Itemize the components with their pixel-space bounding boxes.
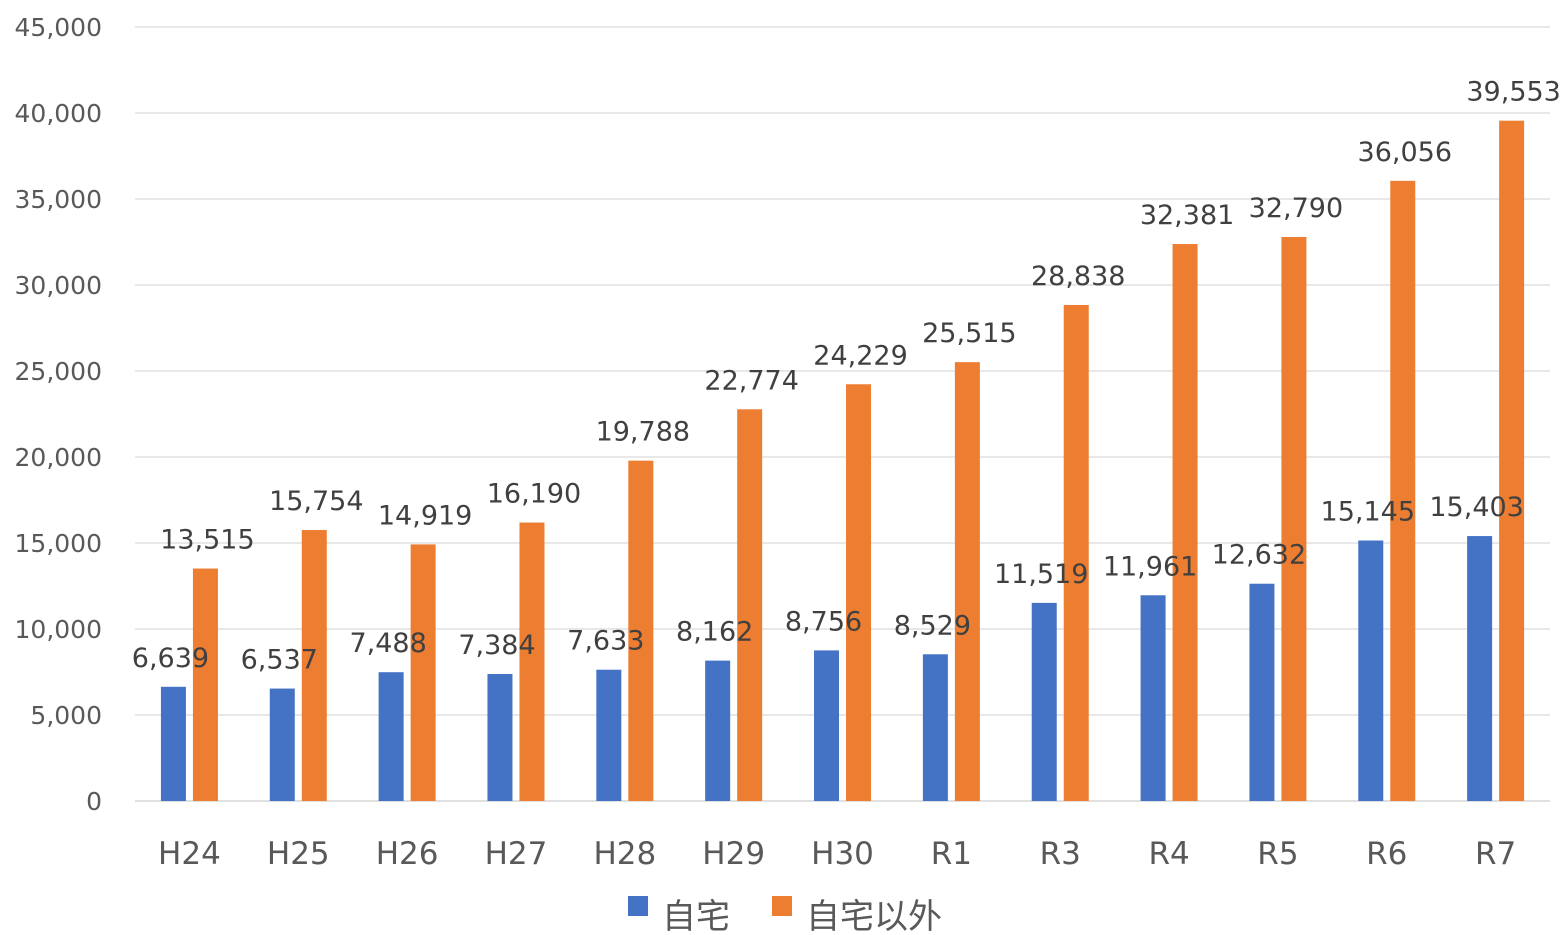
data-label: 8,162 [676, 617, 753, 648]
bar-non-home [954, 362, 980, 801]
data-label: 13,515 [160, 525, 254, 556]
data-label: 12,632 [1212, 540, 1306, 571]
bar-home [1140, 595, 1166, 801]
bar-non-home [1390, 180, 1416, 802]
y-tick-label: 0 [86, 787, 102, 816]
x-category-label: H25 [267, 836, 330, 872]
bar-non-home [301, 530, 327, 801]
x-category-label: H26 [376, 836, 439, 872]
bar-home [705, 660, 731, 801]
data-label: 14,919 [378, 500, 472, 531]
bar-non-home [1499, 120, 1525, 801]
data-label: 15,754 [269, 486, 363, 517]
data-label: 6,537 [241, 645, 318, 676]
bar-home [1249, 583, 1275, 801]
x-category-label: R5 [1257, 836, 1298, 872]
bar-home [922, 654, 948, 801]
data-label: 32,790 [1249, 193, 1343, 224]
bar-home [1031, 602, 1057, 801]
data-label: 15,403 [1429, 492, 1523, 523]
bar-non-home [628, 460, 654, 801]
bar-home [814, 650, 840, 801]
legend-label: 自宅 [662, 897, 730, 935]
data-label: 25,515 [922, 318, 1016, 349]
data-label: 11,519 [994, 559, 1088, 590]
data-label: 16,190 [487, 479, 581, 510]
legend-swatch [772, 896, 792, 916]
data-label: 22,774 [704, 365, 798, 396]
x-category-label: R1 [931, 836, 972, 872]
y-tick-label: 45,000 [15, 13, 102, 42]
y-tick-label: 35,000 [15, 185, 102, 214]
y-tick-label: 25,000 [15, 357, 102, 386]
y-tick-label: 15,000 [15, 529, 102, 558]
data-label: 28,838 [1031, 261, 1125, 292]
data-label: 8,529 [894, 610, 971, 641]
x-category-label: R3 [1040, 836, 1081, 872]
bar-home [269, 688, 295, 801]
y-tick-label: 30,000 [15, 271, 102, 300]
data-label: 32,381 [1140, 200, 1234, 231]
bar-non-home [519, 522, 545, 801]
y-axis-ticks: 0 5,000 10,000 15,000 20,000 25,000 30,000 35,0… [15, 13, 102, 816]
legend: 自宅 自宅以外 [628, 896, 942, 935]
y-tick-label: 5,000 [30, 701, 102, 730]
data-labels: 6,639 13,515 6,537 15,754 7,488 14,919 7,384 16… [132, 77, 1561, 676]
bar-home [160, 686, 186, 801]
x-category-label: H27 [485, 836, 548, 872]
data-label: 36,056 [1358, 137, 1452, 168]
y-tick-label: 40,000 [15, 99, 102, 128]
x-category-label: H28 [593, 836, 656, 872]
gridlines [135, 26, 1550, 802]
x-category-label: H29 [702, 836, 765, 872]
data-label: 11,961 [1103, 551, 1197, 582]
bar-non-home [410, 544, 436, 801]
x-category-label: R7 [1475, 836, 1516, 872]
data-label: 19,788 [596, 417, 690, 448]
bar-non-home [737, 409, 763, 801]
bar-home [1358, 540, 1384, 801]
data-label: 15,145 [1321, 497, 1415, 528]
data-label: 24,229 [813, 340, 907, 371]
x-category-label: H30 [811, 836, 874, 872]
x-axis-categories: H24 H25 H26 H27 H28 H29 H30 R1 R3 R4 R5 R6 R7 [158, 836, 1516, 872]
data-label: 6,639 [132, 643, 209, 674]
legend-label: 自宅以外 [806, 897, 942, 935]
x-category-label: R6 [1366, 836, 1407, 872]
bar-non-home [846, 384, 872, 801]
x-category-label: R4 [1148, 836, 1189, 872]
bar-home [1467, 536, 1493, 801]
data-label: 7,633 [567, 626, 644, 657]
data-label: 7,384 [458, 630, 535, 661]
data-label: 39,553 [1466, 77, 1560, 108]
legend-swatch [628, 896, 648, 916]
bar-non-home [192, 568, 218, 801]
y-tick-label: 20,000 [15, 443, 102, 472]
bar-non-home [1281, 237, 1307, 802]
bars [160, 120, 1525, 802]
y-tick-label: 10,000 [15, 615, 102, 644]
data-label: 8,756 [785, 606, 862, 637]
bar-non-home [1063, 304, 1089, 801]
data-label: 7,488 [349, 628, 426, 659]
x-category-label: H24 [158, 836, 221, 872]
bar-home [378, 672, 404, 801]
bar-home [487, 673, 513, 801]
bar-non-home [1172, 244, 1198, 801]
bar-home [596, 669, 622, 801]
